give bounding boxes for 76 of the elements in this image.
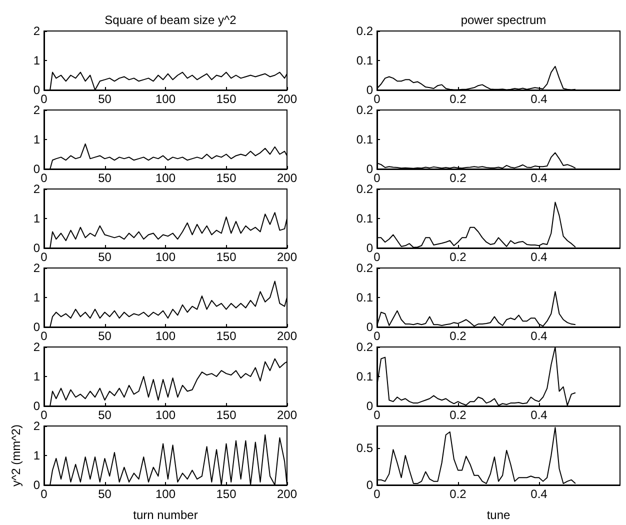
y-tick-label: 1 — [33, 54, 40, 68]
x-tick-label: 0.4 — [530, 250, 548, 264]
x-tick-label: 100 — [155, 250, 176, 264]
y-tick-label: 0.2 — [356, 182, 374, 196]
y-tick-label: 0.1 — [356, 54, 374, 68]
y-tick-label: 2 — [33, 340, 40, 354]
x-tick-label: 100 — [155, 487, 176, 501]
x-tick-label: 150 — [216, 250, 237, 264]
y-tick-label: 1 — [33, 290, 40, 304]
x-tick-label: 150 — [216, 329, 237, 343]
x-tick-label: 150 — [216, 92, 237, 106]
x-tick-label: 50 — [98, 329, 112, 343]
y-tick-label: 0.1 — [356, 370, 374, 384]
x-tick-label: 0.2 — [450, 92, 467, 106]
y-tick-label: 2 — [33, 182, 40, 196]
y-tick-label: 1 — [33, 370, 40, 384]
x-tick-label: 0.4 — [530, 408, 548, 422]
x-tick-label: 0.2 — [450, 329, 467, 343]
y-tick-label: 0 — [33, 399, 40, 413]
x-tick-label: 100 — [155, 92, 176, 106]
y-tick-label: 0.1 — [356, 212, 374, 226]
x-axis-title: turn number — [133, 508, 198, 522]
y-tick-label: 0.2 — [356, 261, 374, 275]
y-tick-label: 2 — [33, 24, 40, 38]
y-tick-label: 0 — [366, 320, 374, 334]
x-tick-label: 0.2 — [450, 171, 467, 185]
y-tick-label: 1 — [33, 448, 40, 462]
y-tick-label: 2 — [33, 419, 40, 433]
y-tick-label: 0 — [33, 241, 40, 255]
x-tick-label: 200 — [276, 250, 298, 264]
y-tick-label: 0.2 — [356, 103, 374, 117]
y-tick-label: 0 — [366, 241, 374, 255]
y-tick-label: 0.2 — [356, 340, 374, 354]
y-tick-label: 0 — [366, 162, 374, 176]
y-tick-label: 0.1 — [356, 132, 374, 146]
y-tick-label: 2 — [33, 103, 40, 117]
x-tick-label: 200 — [276, 171, 298, 185]
x-tick-label: 0.2 — [450, 250, 467, 264]
y-tick-label: 0 — [33, 162, 40, 176]
y-tick-label: 0.5 — [356, 441, 374, 456]
y-tick-label: 0 — [366, 399, 374, 413]
x-tick-label: 200 — [276, 408, 298, 422]
x-tick-label: 100 — [155, 329, 176, 343]
x-axis-title: tune — [486, 508, 510, 522]
y-tick-label: 0 — [366, 83, 374, 97]
x-tick-label: 0.4 — [530, 487, 548, 501]
y-tick-label: 2 — [33, 261, 40, 275]
y-tick-label: 0 — [366, 478, 374, 492]
y-tick-label: 1 — [33, 132, 40, 146]
x-tick-label: 200 — [276, 329, 298, 343]
chart-title: Square of beam size y^2 — [104, 13, 237, 27]
x-tick-label: 200 — [276, 92, 298, 106]
x-tick-label: 0.4 — [530, 329, 548, 343]
x-tick-label: 200 — [276, 487, 298, 501]
x-tick-label: 50 — [98, 250, 112, 264]
y-tick-label: 1 — [33, 212, 40, 226]
chart-title: power spectrum — [460, 13, 546, 27]
x-tick-label: 50 — [98, 171, 112, 185]
x-tick-label: 100 — [155, 408, 176, 422]
x-tick-label: 50 — [98, 487, 112, 501]
x-tick-label: 50 — [98, 92, 112, 106]
x-tick-label: 0.4 — [530, 92, 548, 106]
y-tick-label: 0.1 — [356, 290, 374, 304]
x-tick-label: 100 — [155, 171, 176, 185]
y-tick-label: 0 — [33, 83, 40, 97]
x-tick-label: 150 — [216, 171, 237, 185]
x-tick-label: 50 — [98, 408, 112, 422]
x-tick-label: 150 — [216, 408, 237, 422]
y-axis-title: y^2 (mm^2) — [9, 424, 23, 486]
x-tick-label: 150 — [216, 487, 237, 501]
x-tick-label: 0.4 — [530, 171, 548, 185]
y-tick-label: 0 — [33, 478, 40, 492]
y-tick-label: 0.2 — [356, 24, 374, 38]
y-tick-label: 0 — [33, 320, 40, 334]
x-tick-label: 0.2 — [450, 487, 467, 501]
x-tick-label: 0.2 — [450, 408, 467, 422]
